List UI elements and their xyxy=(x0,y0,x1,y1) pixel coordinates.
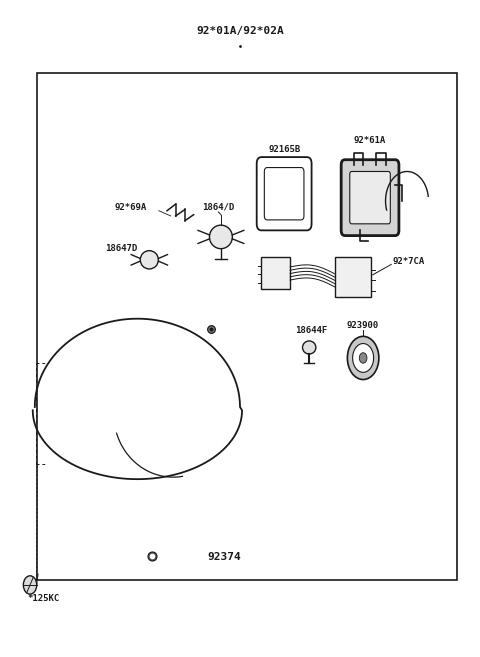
Ellipse shape xyxy=(302,341,316,354)
Text: 92*01A/92*02A: 92*01A/92*02A xyxy=(196,26,284,36)
Ellipse shape xyxy=(140,251,158,269)
Text: 92374: 92374 xyxy=(208,552,241,562)
Ellipse shape xyxy=(209,225,232,249)
Bar xyxy=(262,256,290,289)
Bar xyxy=(37,74,457,580)
Text: 18644F: 18644F xyxy=(295,326,327,335)
Text: 92*7CA: 92*7CA xyxy=(393,257,425,265)
Circle shape xyxy=(360,353,367,363)
Text: 1864/D: 1864/D xyxy=(202,202,234,212)
Text: 923900: 923900 xyxy=(347,321,379,330)
Circle shape xyxy=(348,336,379,380)
FancyBboxPatch shape xyxy=(350,171,390,224)
FancyBboxPatch shape xyxy=(341,160,399,236)
Circle shape xyxy=(353,344,373,373)
Text: *125KC: *125KC xyxy=(28,594,60,603)
Text: 92165B: 92165B xyxy=(268,145,300,154)
Text: 92*61A: 92*61A xyxy=(354,135,386,145)
Text: 18647D: 18647D xyxy=(106,244,138,252)
Text: 92*69A: 92*69A xyxy=(115,203,147,212)
Circle shape xyxy=(24,576,36,594)
Bar xyxy=(336,256,371,297)
